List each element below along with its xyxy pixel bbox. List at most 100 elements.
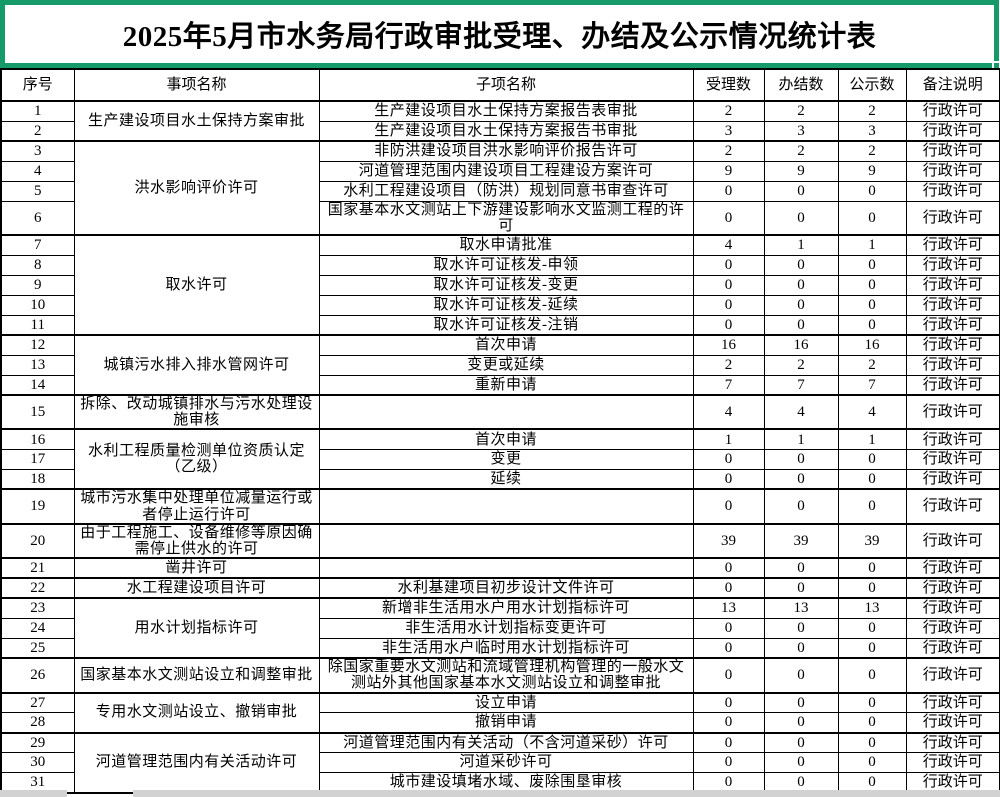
cell-completed-count[interactable]: 0 (763, 200, 839, 236)
cell-accepted-count[interactable]: 0 (692, 254, 765, 276)
cell-accepted-count[interactable]: 0 (692, 200, 765, 236)
cell-published-count[interactable]: 2 (837, 140, 907, 162)
cell-accepted-count[interactable]: 0 (692, 577, 765, 599)
cell-subitem-name[interactable]: 延续 (318, 468, 694, 490)
cell-published-count[interactable]: 0 (837, 731, 907, 753)
cell-completed-count[interactable]: 0 (763, 657, 839, 694)
cell-subitem-name[interactable]: 取水申请批准 (318, 234, 694, 256)
cell-serial-number[interactable]: 19 (0, 488, 75, 525)
cell-published-count[interactable]: 2 (837, 100, 907, 122)
cell-published-count[interactable]: 0 (837, 617, 907, 639)
cell-published-count[interactable]: 7 (837, 374, 907, 396)
cell-remark[interactable]: 行政许可 (905, 180, 1000, 202)
cell-published-count[interactable]: 39 (837, 522, 907, 559)
cell-subitem-name[interactable]: 河道管理范围内建设项目工程建设方案许可 (318, 160, 694, 182)
cell-item-name[interactable]: 城镇污水排入排水管网许可 (73, 334, 320, 396)
cell-completed-count[interactable]: 39 (763, 522, 839, 559)
cell-serial-number[interactable]: 23 (0, 597, 75, 619)
cell-subitem-name[interactable]: 取水许可证核发-变更 (318, 274, 694, 296)
cell-completed-count[interactable]: 3 (763, 120, 839, 142)
cell-accepted-count[interactable]: 1 (692, 428, 765, 450)
cell-accepted-count[interactable]: 0 (692, 294, 765, 316)
cell-completed-count[interactable]: 0 (763, 488, 839, 525)
cell-accepted-count[interactable]: 9 (692, 160, 765, 182)
cell-remark[interactable]: 行政许可 (905, 617, 1000, 639)
cell-subitem-name[interactable]: 变更 (318, 448, 694, 470)
cell-published-count[interactable]: 1 (837, 234, 907, 256)
cell-item-name[interactable]: 用水计划指标许可 (73, 597, 320, 659)
cell-remark[interactable]: 行政许可 (905, 597, 1000, 619)
cell-remark[interactable]: 行政许可 (905, 254, 1000, 276)
cell-remark[interactable]: 行政许可 (905, 448, 1000, 470)
cell-item-name[interactable]: 水利工程质量检测单位资质认定（乙级） (73, 428, 320, 490)
cell-serial-number[interactable]: 18 (0, 468, 75, 490)
cell-subitem-name[interactable]: 取水许可证核发-申领 (318, 254, 694, 276)
cell-serial-number[interactable]: 22 (0, 577, 75, 599)
cell-published-count[interactable]: 0 (837, 200, 907, 236)
cell-accepted-count[interactable]: 13 (692, 597, 765, 619)
cell-serial-number[interactable]: 4 (0, 160, 75, 182)
cell-remark[interactable]: 行政许可 (905, 354, 1000, 376)
cell-completed-count[interactable]: 16 (763, 334, 839, 356)
cell-completed-count[interactable]: 7 (763, 374, 839, 396)
cell-remark[interactable]: 行政许可 (905, 557, 1000, 579)
cell-subitem-name[interactable]: 取水许可证核发-注销 (318, 314, 694, 336)
cell-serial-number[interactable]: 27 (0, 691, 75, 713)
cell-item-name[interactable]: 洪水影响评价许可 (73, 140, 320, 236)
cell-remark[interactable]: 行政许可 (905, 752, 1000, 773)
cell-published-count[interactable]: 0 (837, 691, 907, 713)
cell-published-count[interactable]: 0 (837, 468, 907, 490)
cell-published-count[interactable]: 0 (837, 180, 907, 202)
cell-remark[interactable]: 行政许可 (905, 274, 1000, 296)
cell-item-name[interactable]: 专用水文测站设立、撤销审批 (73, 691, 320, 733)
cell-accepted-count[interactable]: 0 (692, 274, 765, 296)
cell-accepted-count[interactable]: 0 (692, 637, 765, 659)
cell-completed-count[interactable]: 0 (763, 637, 839, 659)
cell-published-count[interactable]: 4 (837, 393, 907, 430)
cell-published-count[interactable]: 0 (837, 557, 907, 579)
cell-accepted-count[interactable]: 0 (692, 691, 765, 713)
cell-completed-count[interactable]: 13 (763, 597, 839, 619)
cell-subitem-name[interactable]: 水利基建项目初步设计文件许可 (318, 577, 694, 599)
cell-subitem-name[interactable]: 撤销申请 (318, 712, 694, 733)
cell-remark[interactable]: 行政许可 (905, 334, 1000, 356)
cell-published-count[interactable]: 0 (837, 637, 907, 659)
cell-completed-count[interactable]: 0 (763, 448, 839, 470)
col-header-serial-number[interactable]: 序号 (0, 68, 75, 102)
cell-accepted-count[interactable]: 0 (692, 314, 765, 336)
cell-subitem-name[interactable]: 首次申请 (318, 428, 694, 450)
cell-serial-number[interactable]: 1 (0, 100, 75, 122)
cell-published-count[interactable]: 13 (837, 597, 907, 619)
cell-item-name[interactable]: 城市污水集中处理单位减量运行或者停止运行许可 (73, 488, 320, 525)
cell-completed-count[interactable]: 0 (763, 314, 839, 336)
cell-remark[interactable]: 行政许可 (905, 712, 1000, 733)
cell-remark[interactable]: 行政许可 (905, 637, 1000, 659)
cell-completed-count[interactable]: 1 (763, 234, 839, 256)
cell-subitem-name[interactable]: 设立申请 (318, 691, 694, 713)
cell-subitem-name[interactable]: 非生活用水计划指标变更许可 (318, 617, 694, 639)
cell-subitem-name[interactable] (318, 488, 694, 525)
cell-serial-number[interactable]: 31 (0, 772, 75, 793)
cell-published-count[interactable]: 1 (837, 428, 907, 450)
cell-serial-number[interactable]: 20 (0, 522, 75, 559)
col-header-item-name[interactable]: 事项名称 (73, 68, 320, 102)
cell-remark[interactable]: 行政许可 (905, 393, 1000, 430)
cell-accepted-count[interactable]: 4 (692, 234, 765, 256)
cell-subitem-name[interactable]: 水利工程建设项目（防洪）规划同意书审查许可 (318, 180, 694, 202)
cell-remark[interactable]: 行政许可 (905, 314, 1000, 336)
cell-serial-number[interactable]: 16 (0, 428, 75, 450)
cell-accepted-count[interactable]: 0 (692, 617, 765, 639)
cell-remark[interactable]: 行政许可 (905, 234, 1000, 256)
cell-subitem-name[interactable]: 重新申请 (318, 374, 694, 396)
cell-remark[interactable]: 行政许可 (905, 428, 1000, 450)
cell-subitem-name[interactable]: 新增非生活用水户用水计划指标许可 (318, 597, 694, 619)
cell-serial-number[interactable]: 26 (0, 657, 75, 694)
cell-serial-number[interactable]: 7 (0, 234, 75, 256)
cell-remark[interactable]: 行政许可 (905, 657, 1000, 694)
cell-published-count[interactable]: 0 (837, 274, 907, 296)
cell-completed-count[interactable]: 2 (763, 100, 839, 122)
cell-completed-count[interactable]: 0 (763, 731, 839, 753)
cell-serial-number[interactable]: 15 (0, 393, 75, 430)
cell-accepted-count[interactable]: 0 (692, 180, 765, 202)
cell-subitem-name[interactable] (318, 522, 694, 559)
